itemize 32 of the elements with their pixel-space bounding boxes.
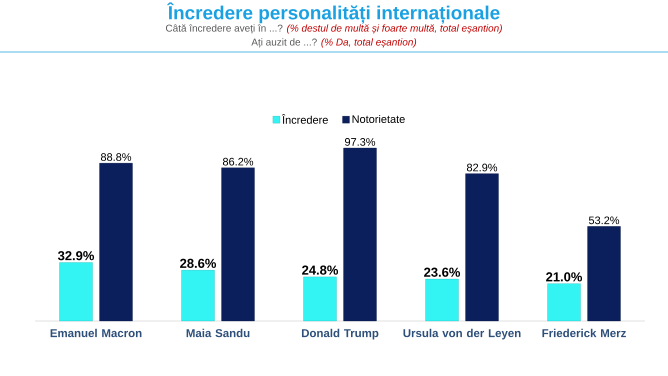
data-label: 24.8% [302, 266, 338, 275]
data-label: 53.2% [588, 216, 620, 224]
text: Ați auzit de ...? [251, 38, 317, 48]
bar [99, 162, 133, 322]
text: (% Da, total eșantion) [321, 38, 416, 48]
data-label: 88.8% [100, 153, 132, 161]
legend-label: Notorietate [352, 114, 405, 123]
x-tick-label: Emanuel Macron [50, 328, 142, 338]
x-tick-label: Maia Sandu [186, 328, 250, 338]
data-label: 82.9% [466, 164, 498, 172]
x-tick-label: Ursula von der Leyen [403, 328, 520, 340]
legend-label: Încredere [282, 114, 328, 124]
data-label: 32.9% [58, 251, 94, 260]
bar [59, 262, 93, 322]
data-label: 21.0% [546, 272, 582, 282]
bar [343, 148, 377, 322]
data-label: 86.2% [222, 158, 254, 166]
data-label: 97.3% [344, 138, 376, 146]
bar [425, 278, 459, 322]
bar [547, 284, 581, 322]
text: (% destul de multă și foarte multă, total eșantion) [287, 24, 502, 34]
data-label: 28.6% [180, 258, 216, 268]
chart-title: Încredere personalități internaționale [167, 2, 500, 24]
bar [587, 226, 621, 322]
bar [303, 276, 337, 322]
bar [465, 173, 499, 322]
bar [181, 270, 215, 322]
x-tick-label: Donald Trump [302, 328, 378, 340]
data-label: 23.6% [424, 268, 460, 277]
bar [221, 168, 255, 322]
x-tick-label: Friederick Merz [542, 328, 626, 338]
chart-subtitle: Câtă încredere aveți în ...? [166, 24, 282, 34]
